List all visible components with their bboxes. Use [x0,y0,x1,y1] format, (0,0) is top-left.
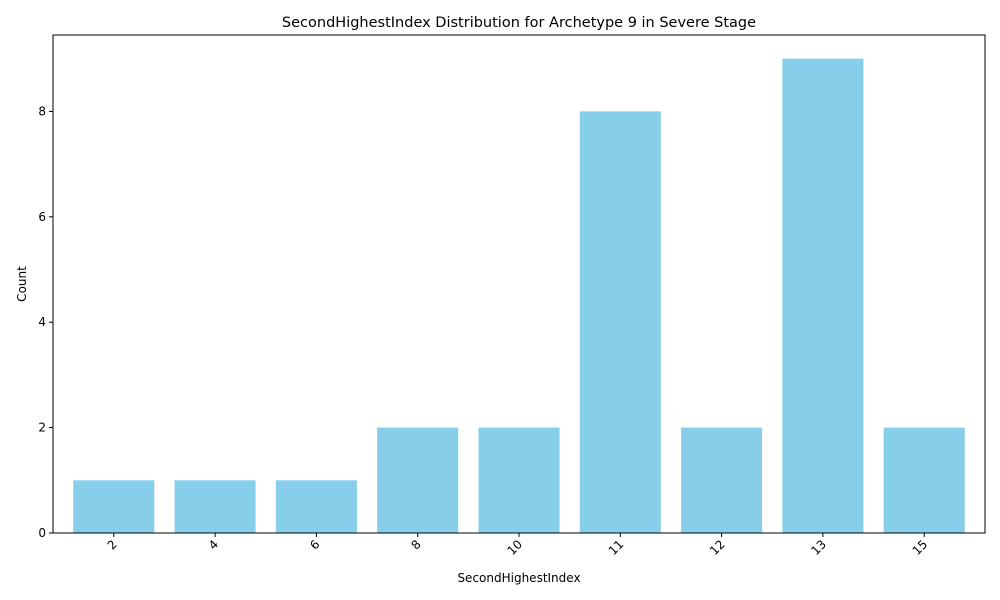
bar-13 [782,58,864,534]
y-tick-label: 4 [38,315,46,329]
y-axis-ticks: 0 2 4 6 8 [38,104,53,540]
y-tick-label: 2 [38,421,46,435]
y-axis-label: Count [15,266,29,302]
x-tick-label: 15 [910,537,931,558]
x-tick-label: 12 [707,537,728,558]
x-tick-label: 11 [606,537,627,558]
x-axis-ticks: 2 4 6 8 10 11 12 13 15 [105,533,931,558]
bar-6 [275,480,357,533]
y-tick-label: 8 [38,104,46,118]
chart-title: SecondHighestIndex Distribution for Arch… [282,15,756,31]
bar-12 [681,427,763,533]
x-tick-label: 6 [307,537,322,552]
bar-10 [478,427,560,533]
bar-8 [377,427,459,533]
x-tick-label: 10 [504,537,525,558]
x-tick-label: 4 [206,537,221,552]
x-tick-label: 2 [105,537,120,552]
x-tick-label: 13 [808,537,829,558]
y-tick-label: 6 [38,210,46,224]
x-axis-label: SecondHighestIndex [457,571,580,585]
bar-2 [73,480,155,533]
bar-15 [883,427,965,533]
bar-4 [174,480,256,533]
x-tick-label: 8 [409,537,424,552]
bars-group [73,58,965,534]
y-tick-label: 0 [38,526,46,540]
plot-frame [52,34,986,534]
bar-11 [579,111,661,533]
